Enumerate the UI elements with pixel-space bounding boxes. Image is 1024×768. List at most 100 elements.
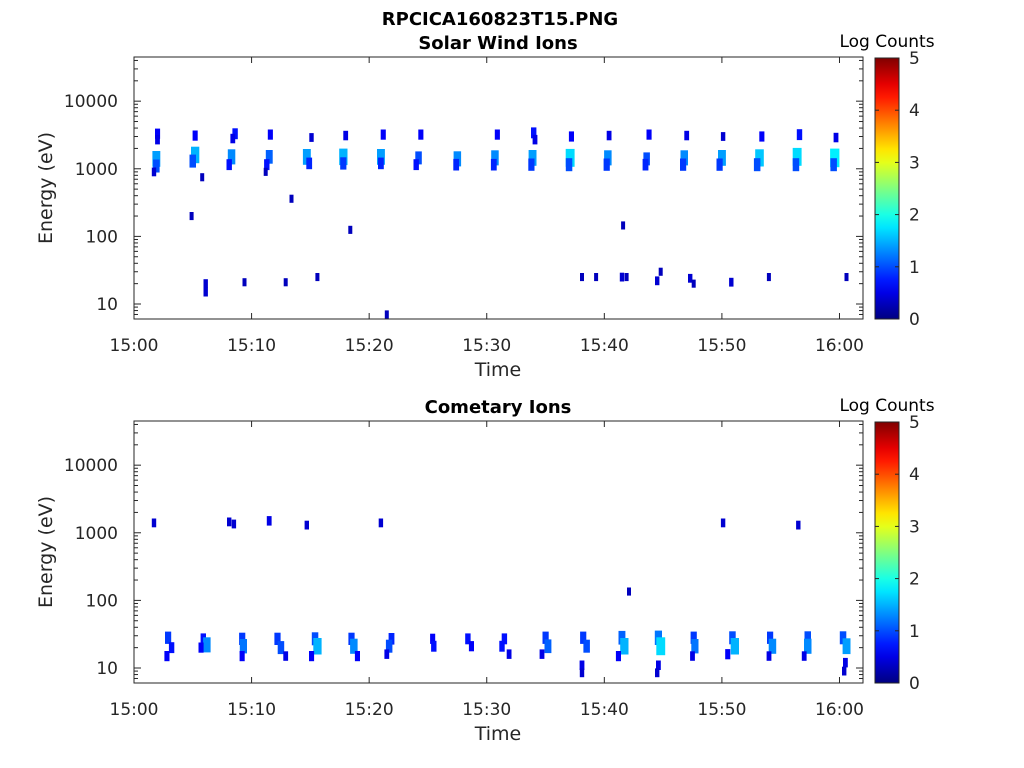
heatmap-cell [656, 637, 666, 656]
heatmap-cell [192, 130, 198, 141]
heatmap-cell [198, 642, 204, 653]
heatmap-cell [690, 631, 697, 644]
heatmap-cell [568, 131, 574, 142]
x-tick-label: 15:10 [227, 336, 276, 356]
colorbar-label-cometary: Log Counts [839, 396, 934, 416]
heatmap-cell [684, 130, 690, 141]
heatmap-cell [239, 632, 246, 645]
heatmap-cell [691, 279, 696, 288]
heatmap-cell [283, 278, 288, 287]
heatmap-cell [453, 151, 462, 167]
colorbar-label-solar-wind: Log Counts [839, 32, 934, 52]
panel-title-solar-wind: Solar Wind Ions [418, 33, 577, 54]
heatmap-cell [565, 158, 573, 172]
heatmap-cell [264, 159, 270, 171]
heatmap-cell [579, 660, 585, 670]
colorbar-ticks-cometary: 0 1 2 3 4 5 [875, 413, 920, 694]
heatmap-cell [730, 638, 739, 655]
x-axis-label-solar-wind: Time [474, 359, 522, 381]
x-tick-label: 15:00 [110, 700, 159, 720]
heatmap-cell [491, 150, 499, 166]
heatmap-cell [766, 273, 771, 282]
heatmap-cell [384, 649, 390, 659]
y-tick-label: 10 [96, 295, 118, 315]
heatmap-cell [265, 150, 273, 164]
heatmap-cell [418, 129, 424, 140]
heatmap-cell [796, 129, 803, 141]
y-tick-label: 100 [86, 591, 118, 611]
heatmap-cell [377, 149, 385, 165]
heatmap-cell [239, 639, 247, 654]
x-axis-label-cometary: Time [474, 723, 522, 745]
heatmap-cell [506, 649, 512, 659]
heatmap-cell [580, 631, 587, 644]
heatmap-cell [354, 651, 360, 662]
heatmap-cell [528, 158, 535, 171]
colorbar-tick-label: 3 [909, 517, 920, 537]
heatmap-cell [267, 129, 273, 140]
heatmap-cell [792, 147, 802, 166]
heatmap-cell [839, 631, 847, 645]
x-tick-label: 15:40 [580, 336, 629, 356]
x-axis-cometary: 15:00 15:10 15:20 15:30 15:40 15:50 16:00 [110, 421, 864, 720]
heatmap-cell [277, 641, 285, 655]
heatmap-cell [151, 518, 157, 528]
heatmap-cell [155, 134, 160, 145]
heatmap-cell [542, 631, 549, 644]
colorbar-tick-label: 5 [909, 49, 920, 69]
heatmap-cell [378, 518, 384, 528]
x-axis-solar-wind: 15:00 15:10 15:20 15:30 15:40 15:50 16:00 [110, 57, 864, 356]
colorbar-tick-label: 0 [909, 310, 920, 330]
heatmap-cell [844, 273, 849, 282]
heatmap-cell [227, 149, 236, 165]
heatmap-cell [680, 158, 687, 171]
heatmap-cell [151, 167, 157, 177]
panel-solar-wind: Solar Wind Ions 15:00 15:10 15:20 15:30 15:4… [35, 32, 935, 381]
heatmap-cell [431, 640, 437, 652]
plot-area-solar-wind [133, 56, 864, 320]
panel-cometary: Cometary Ions 15:00 15:10 15:20 15:30 15:40 1… [35, 396, 935, 745]
heatmap-cell [615, 651, 621, 662]
heatmap-cell [490, 158, 497, 171]
heatmap-cell [720, 518, 726, 528]
heatmap-cell [302, 149, 311, 165]
heatmap-cell [227, 517, 232, 527]
colorbar-tick-label: 2 [909, 570, 920, 590]
heatmap-cell [830, 158, 837, 172]
colorbar-tick-label: 2 [909, 206, 920, 226]
x-tick-label: 16:00 [815, 700, 864, 720]
x-tick-label: 15:50 [697, 700, 746, 720]
heatmap-cell [501, 633, 508, 645]
heatmap-cell [266, 516, 272, 526]
heatmap-cell [315, 273, 320, 282]
colorbar-tick-label: 1 [909, 258, 920, 278]
heatmap-cell [658, 267, 663, 276]
heatmap-cell [340, 157, 347, 170]
heatmap-cell [796, 520, 801, 530]
heatmap-cell [725, 649, 731, 660]
colorbar-cometary [875, 422, 899, 683]
heatmap-cell [729, 277, 734, 287]
heatmap-cell [580, 273, 584, 282]
heatmap-cell [203, 279, 208, 288]
heatmap-cell [691, 639, 699, 654]
heatmap-cell [539, 649, 545, 659]
heatmap-cell [152, 151, 161, 167]
heatmap-cell [804, 638, 812, 654]
heatmap-cell [583, 639, 590, 653]
y-tick-label: 1000 [75, 160, 118, 180]
heatmap-cell [604, 150, 612, 166]
heatmap-cell [385, 639, 393, 653]
heatmap-cell [494, 129, 500, 140]
heatmap-cell [624, 273, 629, 282]
heatmap-cell [380, 129, 386, 140]
heatmap-cell [415, 151, 422, 165]
heatmap-cell [203, 637, 211, 653]
heatmap-cell [619, 272, 625, 282]
heatmap-cell [594, 273, 599, 282]
heatmap-cell [164, 651, 170, 662]
y-axis-label-cometary: Energy (eV) [35, 496, 57, 608]
colorbar-ticks-solar-wind: 0 1 2 3 4 5 [875, 49, 920, 330]
heatmap-cell [620, 638, 629, 655]
